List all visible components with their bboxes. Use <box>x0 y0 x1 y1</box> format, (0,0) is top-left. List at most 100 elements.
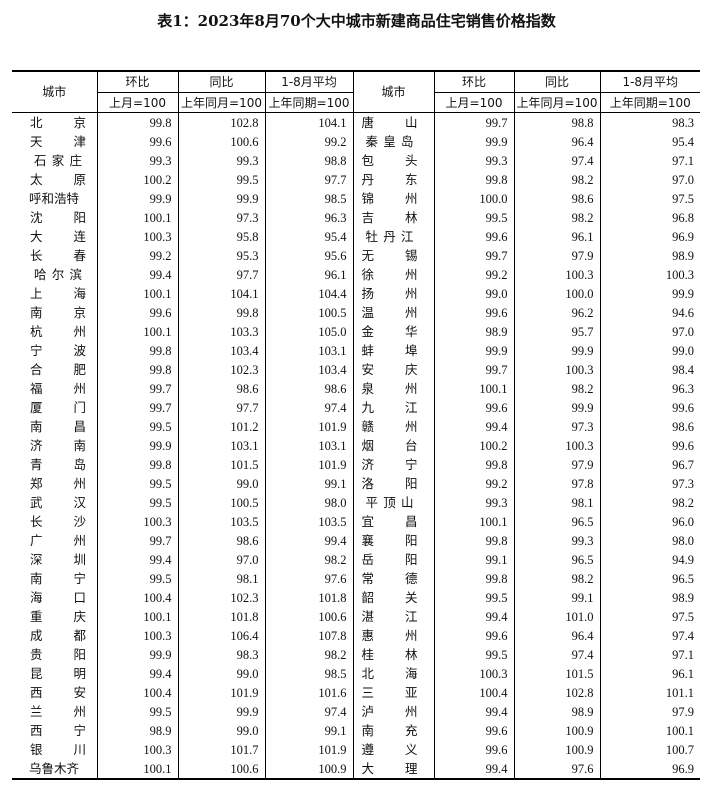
city-cell: 无锡 <box>352 246 434 265</box>
city-name: 海口 <box>30 589 86 605</box>
city-cell: 北京 <box>12 113 97 133</box>
city-name: 广州 <box>30 532 86 548</box>
avg-value: 100.9 <box>264 759 353 780</box>
avg-value: 103.1 <box>264 341 353 360</box>
city-cell: 上海 <box>12 284 97 303</box>
avg-value: 99.6 <box>599 436 700 455</box>
city-cell: 大连 <box>12 227 97 246</box>
table-row: 上海 100.1 104.1 104.4 扬州 99.0 100.0 99.9 <box>12 284 700 303</box>
city-cell: 北海 <box>352 664 434 683</box>
yoy-value: 101.5 <box>177 455 265 474</box>
header-avg: 1-8月平均 <box>599 70 700 93</box>
city-name: 贵阳 <box>30 646 86 662</box>
city-name: 乌鲁木齐 <box>29 760 80 776</box>
mom-value: 99.5 <box>433 208 514 227</box>
yoy-value: 99.9 <box>177 189 265 208</box>
city-cell: 扬州 <box>352 284 434 303</box>
table-row: 西安 100.4 101.9 101.6 三亚 100.4 102.8 101.1 <box>12 683 700 702</box>
table-row: 昆明 99.4 99.0 98.5 北海 100.3 101.5 96.1 <box>12 664 700 683</box>
city-cell: 深圳 <box>12 550 97 569</box>
city-name: 成都 <box>30 627 86 643</box>
mom-value: 98.9 <box>433 322 514 341</box>
mom-value: 99.8 <box>433 531 514 550</box>
city-name: 合肥 <box>30 361 86 377</box>
yoy-value: 97.4 <box>513 645 600 664</box>
yoy-value: 95.7 <box>513 322 600 341</box>
city-cell: 厦门 <box>12 398 97 417</box>
city-name: 大理 <box>361 760 418 776</box>
city-name: 烟台 <box>361 437 418 453</box>
city-name: 厦门 <box>30 399 86 415</box>
city-name: 南充 <box>361 722 418 738</box>
city-cell: 泸州 <box>352 702 434 721</box>
city-cell: 西安 <box>12 683 97 702</box>
mom-value: 100.3 <box>96 227 178 246</box>
city-name: 锦州 <box>361 190 418 206</box>
city-name: 银川 <box>30 741 86 757</box>
table-title: 表1：2023年8月70个大中城市新建商品住宅销售价格指数 <box>157 12 556 30</box>
yoy-value: 97.8 <box>513 474 600 493</box>
mom-value: 99.8 <box>433 569 514 588</box>
yoy-value: 100.3 <box>513 360 600 379</box>
city-cell: 襄阳 <box>352 531 434 550</box>
city-cell: 锦州 <box>352 189 434 208</box>
header-avg: 1-8月平均 <box>264 70 353 93</box>
yoy-value: 102.8 <box>177 112 265 132</box>
avg-value: 97.9 <box>599 702 700 721</box>
yoy-value: 102.3 <box>177 588 265 607</box>
city-cell: 成都 <box>12 626 97 645</box>
mom-value: 99.3 <box>433 151 514 170</box>
city-name: 扬州 <box>361 285 418 301</box>
city-name: 襄阳 <box>361 532 418 548</box>
yoy-value: 100.5 <box>177 493 265 512</box>
city-cell: 兰州 <box>12 702 97 721</box>
city-name: 南京 <box>30 304 86 320</box>
city-name: 韶关 <box>361 589 418 605</box>
city-cell: 安庆 <box>352 360 434 379</box>
city-cell: 哈尔滨 <box>12 265 97 284</box>
table-row: 长沙 100.3 103.5 103.5 宜昌 100.1 96.5 96.0 <box>12 512 700 531</box>
city-cell: 吉林 <box>352 208 434 227</box>
yoy-value: 96.2 <box>513 303 600 322</box>
table-row: 贵阳 99.9 98.3 98.2 桂林 99.5 97.4 97.1 <box>12 645 700 664</box>
yoy-value: 97.9 <box>513 246 600 265</box>
avg-value: 98.6 <box>264 379 353 398</box>
city-name: 包头 <box>361 152 418 168</box>
table-row: 北京 99.8 102.8 104.1 唐山 99.7 98.8 98.3 <box>12 112 700 133</box>
city-name: 济南 <box>30 437 86 453</box>
yoy-value: 99.9 <box>513 398 600 417</box>
city-name: 天津 <box>30 133 86 149</box>
yoy-value: 103.3 <box>177 322 265 341</box>
city-name: 哈尔滨 <box>34 266 82 282</box>
city-name: 武汉 <box>30 494 86 510</box>
city-name: 三亚 <box>361 684 418 700</box>
avg-value: 99.2 <box>264 132 353 151</box>
avg-value: 96.9 <box>599 759 700 780</box>
avg-value: 98.3 <box>599 112 700 132</box>
city-cell: 石家庄 <box>12 151 97 170</box>
yoy-value: 98.2 <box>513 379 600 398</box>
city-name: 兰州 <box>30 703 86 719</box>
mom-value: 100.3 <box>96 626 178 645</box>
mom-value: 99.4 <box>433 417 514 436</box>
avg-value: 96.8 <box>599 208 700 227</box>
mom-value: 99.5 <box>433 588 514 607</box>
avg-value: 99.1 <box>264 721 353 740</box>
mom-value: 99.6 <box>96 303 178 322</box>
mom-value: 99.5 <box>433 645 514 664</box>
city-cell: 福州 <box>12 379 97 398</box>
mom-value: 99.8 <box>96 360 178 379</box>
city-name: 赣州 <box>361 418 418 434</box>
city-cell: 秦皇岛 <box>352 132 434 151</box>
avg-value: 97.1 <box>599 151 700 170</box>
city-name: 沈阳 <box>30 209 86 225</box>
city-cell: 泉州 <box>352 379 434 398</box>
city-cell: 长春 <box>12 246 97 265</box>
yoy-value: 96.1 <box>513 227 600 246</box>
city-cell: 包头 <box>352 151 434 170</box>
avg-value: 96.9 <box>599 227 700 246</box>
mom-value: 99.9 <box>96 645 178 664</box>
header-yoy-base: 上年同月=100 <box>513 92 600 113</box>
city-cell: 济宁 <box>352 455 434 474</box>
yoy-value: 97.6 <box>513 759 600 780</box>
